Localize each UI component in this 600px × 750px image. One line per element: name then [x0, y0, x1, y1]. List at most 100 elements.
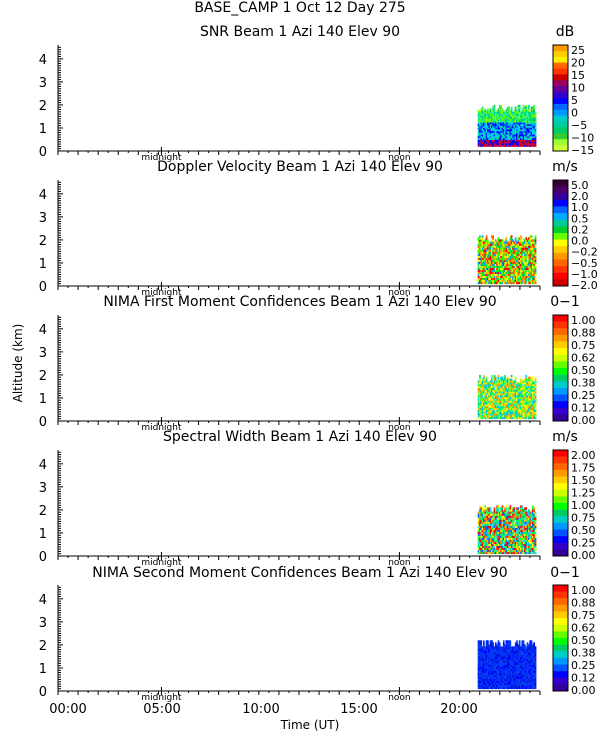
- heatmap-cell: [485, 380, 488, 383]
- heatmap-cell: [496, 411, 498, 414]
- heatmap-cell: [494, 404, 497, 407]
- heatmap-cell: [488, 263, 490, 266]
- time-marker-label: noon: [388, 558, 410, 568]
- heatmap-cell: [522, 267, 525, 270]
- heatmap-cell: [498, 529, 501, 532]
- heatmap-cell: [526, 142, 529, 145]
- heatmap-cell: [506, 523, 509, 526]
- heatmap-cell: [526, 409, 529, 412]
- heatmap-cell: [534, 139, 537, 142]
- heatmap-cell: [479, 123, 481, 126]
- heatmap-cell: [500, 261, 502, 264]
- heatmap-cell: [477, 511, 480, 514]
- heatmap-cell: [480, 271, 483, 274]
- heatmap-cell: [528, 241, 530, 244]
- heatmap-cell: [496, 662, 498, 665]
- heatmap-cell: [497, 122, 500, 125]
- heatmap-cell: [534, 235, 537, 238]
- heatmap-cell: [500, 674, 502, 677]
- heatmap-cell: [533, 249, 535, 252]
- heatmap-cell: [484, 539, 487, 542]
- heatmap-cell: [483, 676, 485, 679]
- heatmap-cell: [530, 243, 533, 246]
- heatmap-cell: [526, 533, 529, 536]
- heatmap-cell: [529, 127, 532, 130]
- heatmap-cell: [484, 545, 487, 548]
- heatmap-cell: [489, 117, 492, 120]
- heatmap-cell: [480, 541, 483, 544]
- colorbar-label: 2.00: [571, 449, 596, 462]
- heatmap-cell: [491, 382, 493, 385]
- heatmap-cell: [485, 678, 488, 681]
- heatmap-cell: [532, 393, 534, 396]
- heatmap-cell: [524, 398, 526, 401]
- heatmap-cell: [480, 127, 483, 130]
- heatmap-cell: [502, 253, 505, 256]
- heatmap-cell: [502, 416, 505, 420]
- heatmap-cell: [485, 400, 488, 403]
- heatmap-cell: [479, 543, 481, 546]
- heatmap-cell: [493, 523, 496, 526]
- heatmap-cell: [483, 137, 485, 140]
- heatmap-cell: [487, 277, 489, 280]
- heatmap-cell: [500, 142, 502, 145]
- heatmap-cell: [534, 533, 537, 536]
- heatmap-cell: [526, 110, 529, 113]
- heatmap-cell: [532, 541, 534, 544]
- heatmap-cell: [502, 127, 505, 130]
- heatmap-cell: [488, 111, 490, 114]
- heatmap-cell: [510, 275, 513, 278]
- heatmap-cell: [491, 416, 493, 420]
- heatmap-cell: [493, 111, 496, 114]
- heatmap-cell: [488, 127, 490, 130]
- heatmap-cell: [528, 127, 530, 130]
- heatmap-cell: [497, 277, 500, 280]
- heatmap-cell: [496, 668, 498, 671]
- heatmap-cell: [530, 515, 533, 518]
- heatmap-cell: [479, 519, 481, 522]
- heatmap-cell: [502, 535, 505, 538]
- heatmap-cell: [517, 404, 520, 407]
- heatmap-cell: [513, 136, 516, 139]
- heatmap-cell: [518, 541, 521, 544]
- heatmap-cell: [522, 404, 525, 407]
- heatmap-cell: [485, 393, 488, 396]
- heatmap-cell: [516, 395, 518, 398]
- heatmap-cell: [525, 404, 528, 407]
- heatmap-cell: [508, 115, 510, 118]
- heatmap-cell: [524, 533, 526, 536]
- heatmap-cell: [505, 387, 508, 390]
- heatmap-cell: [487, 513, 489, 516]
- heatmap-cell: [491, 551, 493, 555]
- heatmap-cell: [516, 269, 518, 272]
- heatmap-cell: [494, 139, 497, 142]
- heatmap-cell: [512, 527, 514, 530]
- heatmap-cell: [502, 549, 505, 553]
- heatmap-cell: [517, 129, 520, 132]
- heatmap-cell: [502, 413, 505, 416]
- heatmap-cell: [510, 405, 513, 409]
- heatmap-cell: [530, 235, 533, 238]
- colorbar-label: 5: [571, 94, 578, 107]
- heatmap-cell: [496, 652, 498, 655]
- heatmap-cell: [500, 106, 502, 109]
- heatmap-cell: [502, 515, 505, 518]
- heatmap-cell: [529, 235, 532, 238]
- heatmap-cell: [501, 132, 504, 135]
- heatmap-cell: [526, 525, 529, 528]
- heatmap-cell: [484, 136, 487, 139]
- heatmap-cell: [484, 382, 487, 385]
- heatmap-cell: [497, 541, 500, 544]
- heatmap-cell: [517, 137, 520, 140]
- heatmap-cell: [492, 241, 494, 244]
- heatmap-cell: [502, 525, 505, 528]
- heatmap-cell: [528, 509, 530, 512]
- heatmap-cell: [522, 393, 525, 396]
- heatmap-cell: [533, 104, 535, 107]
- heatmap-cell: [494, 144, 497, 147]
- heatmap-cell: [517, 547, 520, 550]
- heatmap-cell: [496, 664, 498, 667]
- heatmap-cell: [491, 654, 493, 657]
- heatmap-cell: [517, 507, 520, 510]
- heatmap-cell: [506, 144, 509, 147]
